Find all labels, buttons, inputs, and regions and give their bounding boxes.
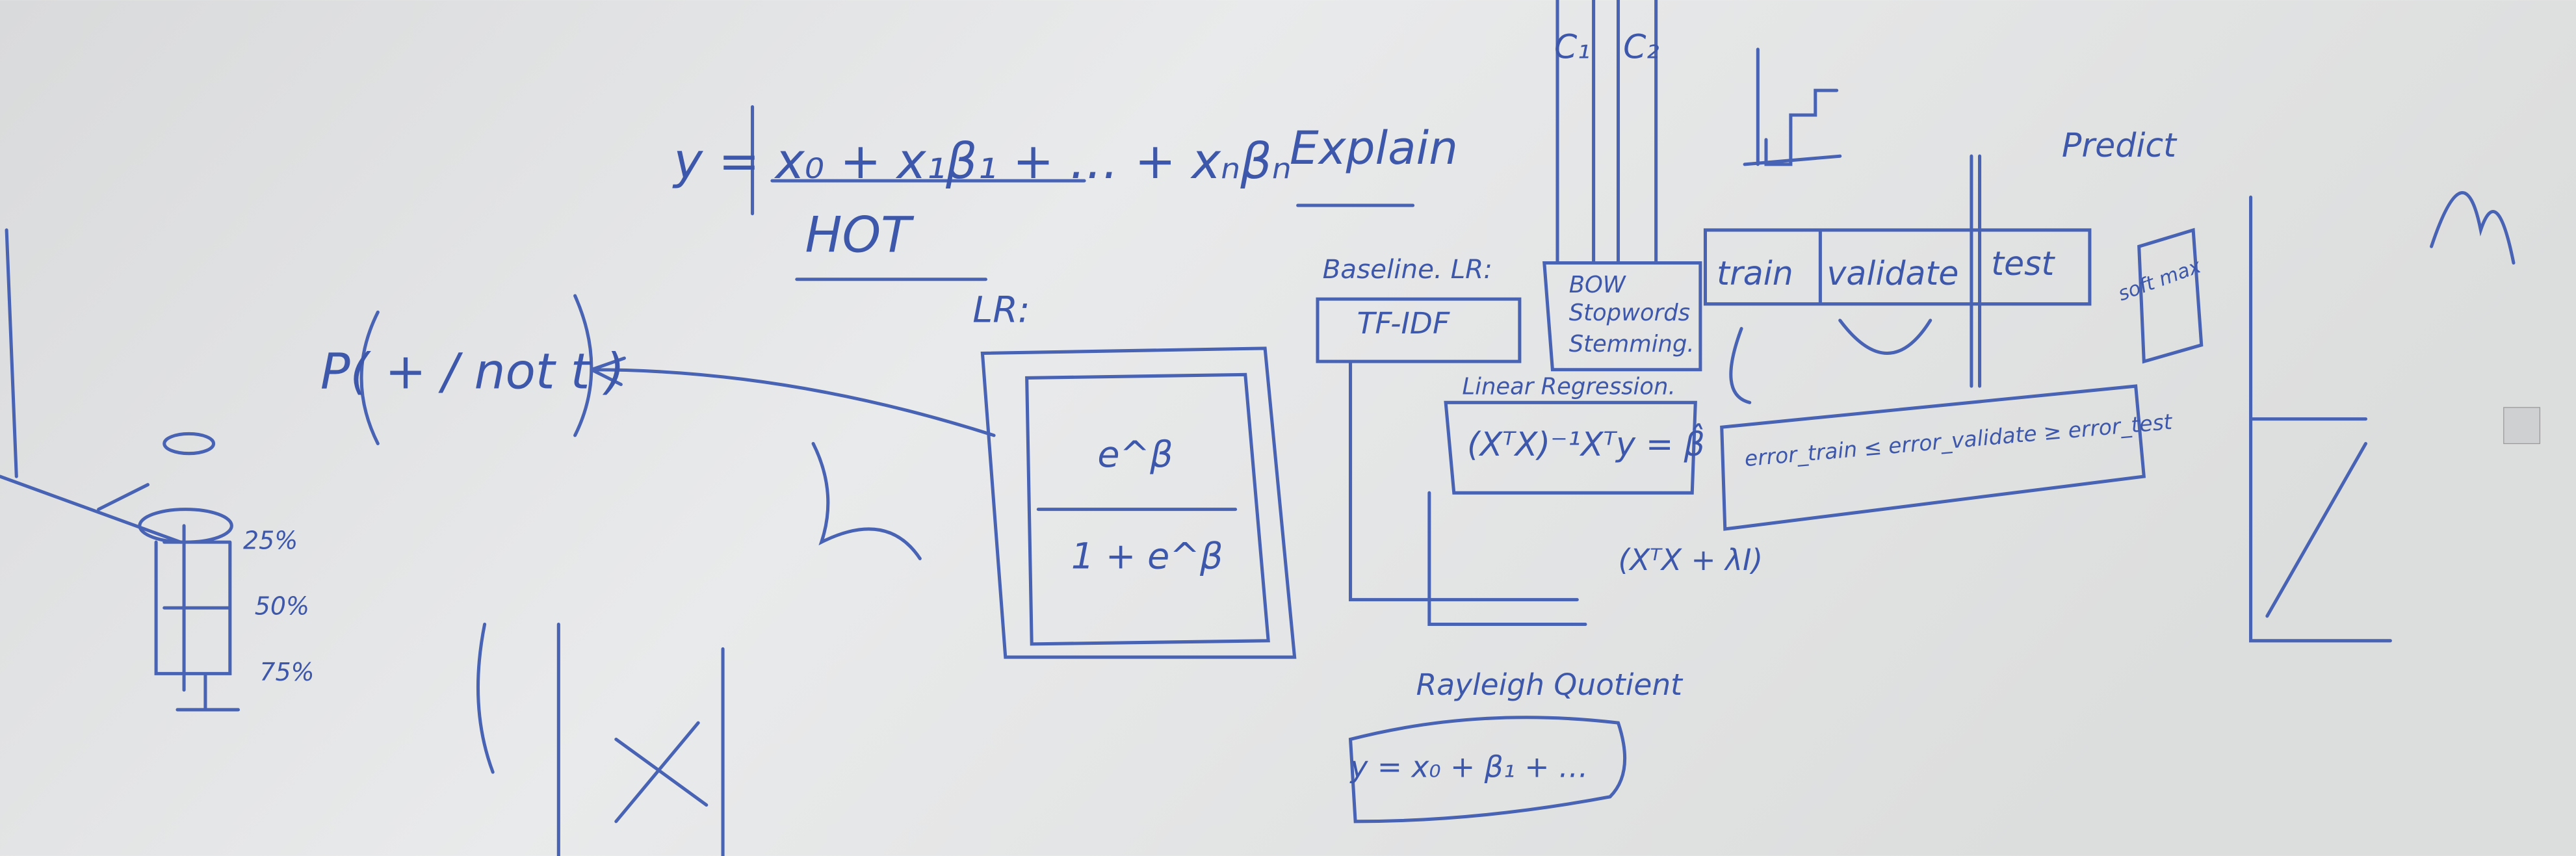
hot-label: HOT: [805, 207, 915, 264]
normal-equation: (XᵀX)⁻¹Xᵀy = β̂: [1467, 424, 1705, 463]
preprocess-item: Stopwords: [1569, 300, 1690, 326]
percentile-label: 25%: [243, 526, 298, 555]
arrows-splits: [1729, 318, 1932, 404]
scribble: [811, 441, 922, 560]
underlines: [751, 105, 1086, 281]
error-box: [1720, 384, 2146, 531]
regression-formula: y = x₀ + x₁β₁ + … + xₙβₙ: [672, 133, 1292, 190]
parens: [359, 294, 593, 446]
preprocess-box: [1542, 261, 1702, 372]
explain-label: Explain: [1290, 121, 1458, 175]
short-formula: y = x₀ + β₁ + …: [1349, 749, 1589, 784]
drawings: [0, 0, 2516, 856]
tfidf-box: [1316, 297, 1587, 627]
lr-label: LR:: [972, 289, 1030, 331]
rayleigh-label: Rayleigh Quotient: [1416, 668, 1684, 702]
oval: [163, 432, 216, 456]
split-label: validate: [1827, 254, 1958, 292]
lower-sketch: [476, 622, 725, 856]
baseline-label: Baseline. LR:: [1323, 253, 1492, 285]
percentile-label: 50%: [255, 592, 309, 621]
tfidf-label: TF-IDF: [1357, 306, 1450, 341]
ridge-term: (XᵀX + λI): [1619, 543, 1763, 577]
sticker: [2503, 407, 2541, 445]
sigmoid-numerator: e^β: [1097, 434, 1173, 476]
arrow: [590, 356, 996, 437]
sigmoid-box: [980, 346, 1297, 659]
split-boxes: [1703, 154, 2092, 388]
arrow-stroke: [0, 228, 183, 544]
box-plot: [138, 508, 241, 712]
softmax-frac: [2137, 227, 2204, 364]
histogram-sketch: [1743, 47, 1842, 166]
probability-label: P( + / not t ): [320, 343, 625, 400]
preprocess-item: Stemming.: [1569, 331, 1695, 357]
predict-label: Predict: [2062, 126, 2178, 164]
normal-eq-box: [1444, 400, 1697, 495]
preprocess-item: BOW: [1569, 272, 1627, 298]
percentile-label: 75%: [259, 658, 314, 686]
split-label: test: [1991, 244, 2055, 283]
sigmoid-denominator: 1 + e^β: [1071, 536, 1223, 578]
rayleigh-box: [1348, 716, 1627, 824]
class-label: C₂: [1623, 27, 1659, 66]
corner-sketch: [2430, 191, 2516, 265]
scatter-axes: [2249, 195, 2392, 643]
class-label: C₁: [1554, 27, 1591, 66]
split-label: train: [1717, 254, 1793, 292]
linear-regression-label: Linear Regression.: [1462, 374, 1675, 400]
